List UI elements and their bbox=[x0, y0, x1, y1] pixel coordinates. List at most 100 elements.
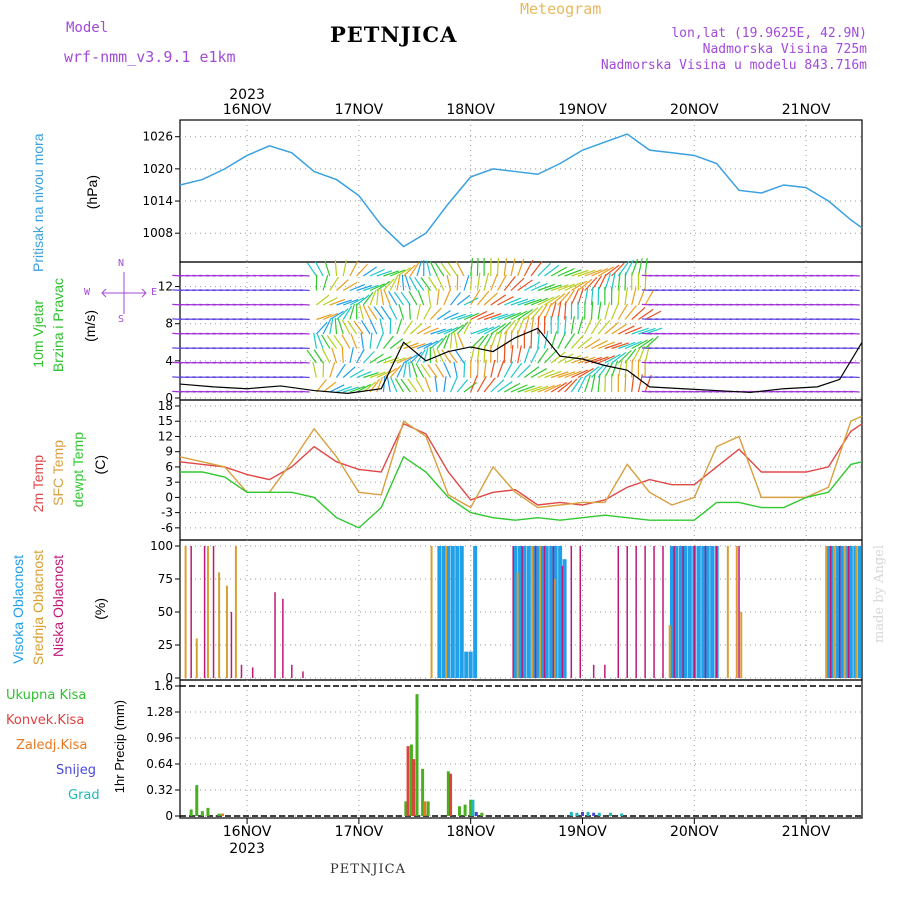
wind-barb bbox=[470, 310, 488, 321]
precip-total-bar bbox=[195, 785, 199, 816]
y-tick-label: 6 bbox=[165, 460, 173, 474]
wind-barb bbox=[331, 347, 338, 364]
precip-frz-bar bbox=[220, 813, 224, 816]
wind-barb bbox=[415, 363, 425, 378]
wind-barb bbox=[336, 308, 349, 320]
panel-frame bbox=[179, 679, 863, 819]
precip-snow-bar bbox=[580, 811, 584, 816]
y-tick-label: 1.28 bbox=[146, 705, 173, 719]
wind-barb bbox=[470, 375, 478, 393]
wind-barb bbox=[637, 374, 643, 393]
wind-barb bbox=[403, 264, 416, 277]
wind-barb bbox=[423, 347, 429, 364]
precip-total-bar bbox=[446, 771, 450, 816]
wind-barb bbox=[383, 367, 397, 378]
compass-rose-icon bbox=[101, 272, 147, 314]
wind-barb bbox=[577, 316, 584, 335]
wind-barb bbox=[349, 283, 365, 292]
wind-barb bbox=[544, 294, 560, 306]
wind-barb bbox=[376, 333, 384, 349]
wind-barb bbox=[316, 313, 332, 321]
cloud-low-bar bbox=[282, 598, 284, 678]
wind-barb bbox=[470, 272, 473, 291]
precip-hail-bar bbox=[575, 812, 579, 816]
day-label-bottom: 19NOV bbox=[558, 824, 607, 840]
y-tick-label: 0 bbox=[165, 671, 173, 685]
wind-barb bbox=[490, 294, 507, 306]
wind-barb bbox=[423, 340, 439, 350]
wind-barb bbox=[597, 341, 616, 350]
wind-barb bbox=[570, 334, 584, 349]
cloud-mid-bar bbox=[516, 572, 519, 678]
cloud-mid-bar bbox=[726, 546, 729, 678]
wind-barb bbox=[329, 384, 345, 393]
wind-barb bbox=[356, 383, 372, 393]
precip-total-bar bbox=[200, 811, 204, 816]
cloud-low-bar bbox=[230, 612, 233, 678]
wind-barb bbox=[503, 258, 508, 277]
wind-barb bbox=[624, 373, 627, 393]
temp-2m-line bbox=[179, 422, 863, 506]
wind-barb bbox=[362, 350, 375, 364]
wind-barb bbox=[476, 272, 481, 291]
wind-barb bbox=[597, 301, 602, 320]
wind-barb bbox=[564, 354, 582, 364]
y-tick-label: 100 bbox=[150, 539, 173, 553]
wind-barb bbox=[631, 307, 646, 320]
wind-barb bbox=[644, 335, 659, 349]
wind-barb bbox=[476, 257, 479, 277]
wind-barb bbox=[638, 308, 654, 320]
y-tick-label: 1.6 bbox=[154, 679, 173, 693]
temp-dewpt-line bbox=[180, 455, 863, 529]
cloud-low-bar bbox=[673, 546, 675, 678]
wind-barb bbox=[611, 323, 627, 335]
wind-barb bbox=[550, 371, 569, 379]
precip-total-bar bbox=[206, 807, 210, 816]
y-tick-label: 0 bbox=[165, 809, 173, 823]
wind-barb bbox=[570, 280, 587, 292]
wind-barb bbox=[450, 313, 466, 321]
precip-total-bar bbox=[458, 806, 462, 816]
cloud-low-bar bbox=[534, 546, 537, 678]
wind-barb bbox=[415, 377, 425, 393]
wind-barb bbox=[349, 368, 365, 379]
y-tick-label: -3 bbox=[161, 506, 173, 520]
wind-barb bbox=[496, 360, 505, 378]
wind-barb bbox=[427, 289, 432, 306]
y-tick-label: 1008 bbox=[142, 226, 173, 240]
wind-barb bbox=[470, 289, 481, 306]
wind-barb bbox=[321, 348, 331, 364]
wind-barb bbox=[550, 302, 557, 320]
wind-barb bbox=[299, 274, 310, 277]
wind-barb bbox=[477, 326, 495, 335]
cloud-high-bar bbox=[853, 546, 858, 678]
wind-barb bbox=[376, 280, 391, 291]
wind-barb bbox=[849, 332, 860, 335]
wind-barb bbox=[336, 279, 349, 291]
wind-barb bbox=[463, 275, 470, 291]
wind-barb bbox=[407, 378, 418, 393]
product-label: Meteogram bbox=[520, 0, 602, 18]
wind-barb bbox=[349, 261, 358, 277]
wind-barb bbox=[550, 292, 566, 306]
wind-barb bbox=[497, 313, 515, 321]
wind-barb bbox=[530, 368, 547, 379]
wind-barb bbox=[363, 266, 377, 277]
wind-barb bbox=[849, 318, 860, 321]
cloud-high-bar bbox=[835, 546, 840, 678]
page-title: PETNJICA bbox=[330, 22, 458, 47]
wind-barb bbox=[523, 366, 540, 378]
wind-barb bbox=[591, 364, 605, 378]
wind-barb bbox=[430, 307, 442, 320]
wind-barb bbox=[530, 282, 548, 292]
wind-barb bbox=[326, 335, 338, 349]
wind-barb bbox=[396, 318, 403, 335]
wind-barb bbox=[597, 266, 614, 277]
y-tick-label: 0.64 bbox=[146, 757, 173, 771]
wind-barb bbox=[477, 312, 495, 321]
wind-barb bbox=[383, 270, 399, 277]
model-label: Model bbox=[66, 20, 109, 36]
wind-barb bbox=[470, 327, 488, 335]
cloud-mid-bar bbox=[218, 572, 221, 678]
wind-barb bbox=[454, 349, 465, 364]
